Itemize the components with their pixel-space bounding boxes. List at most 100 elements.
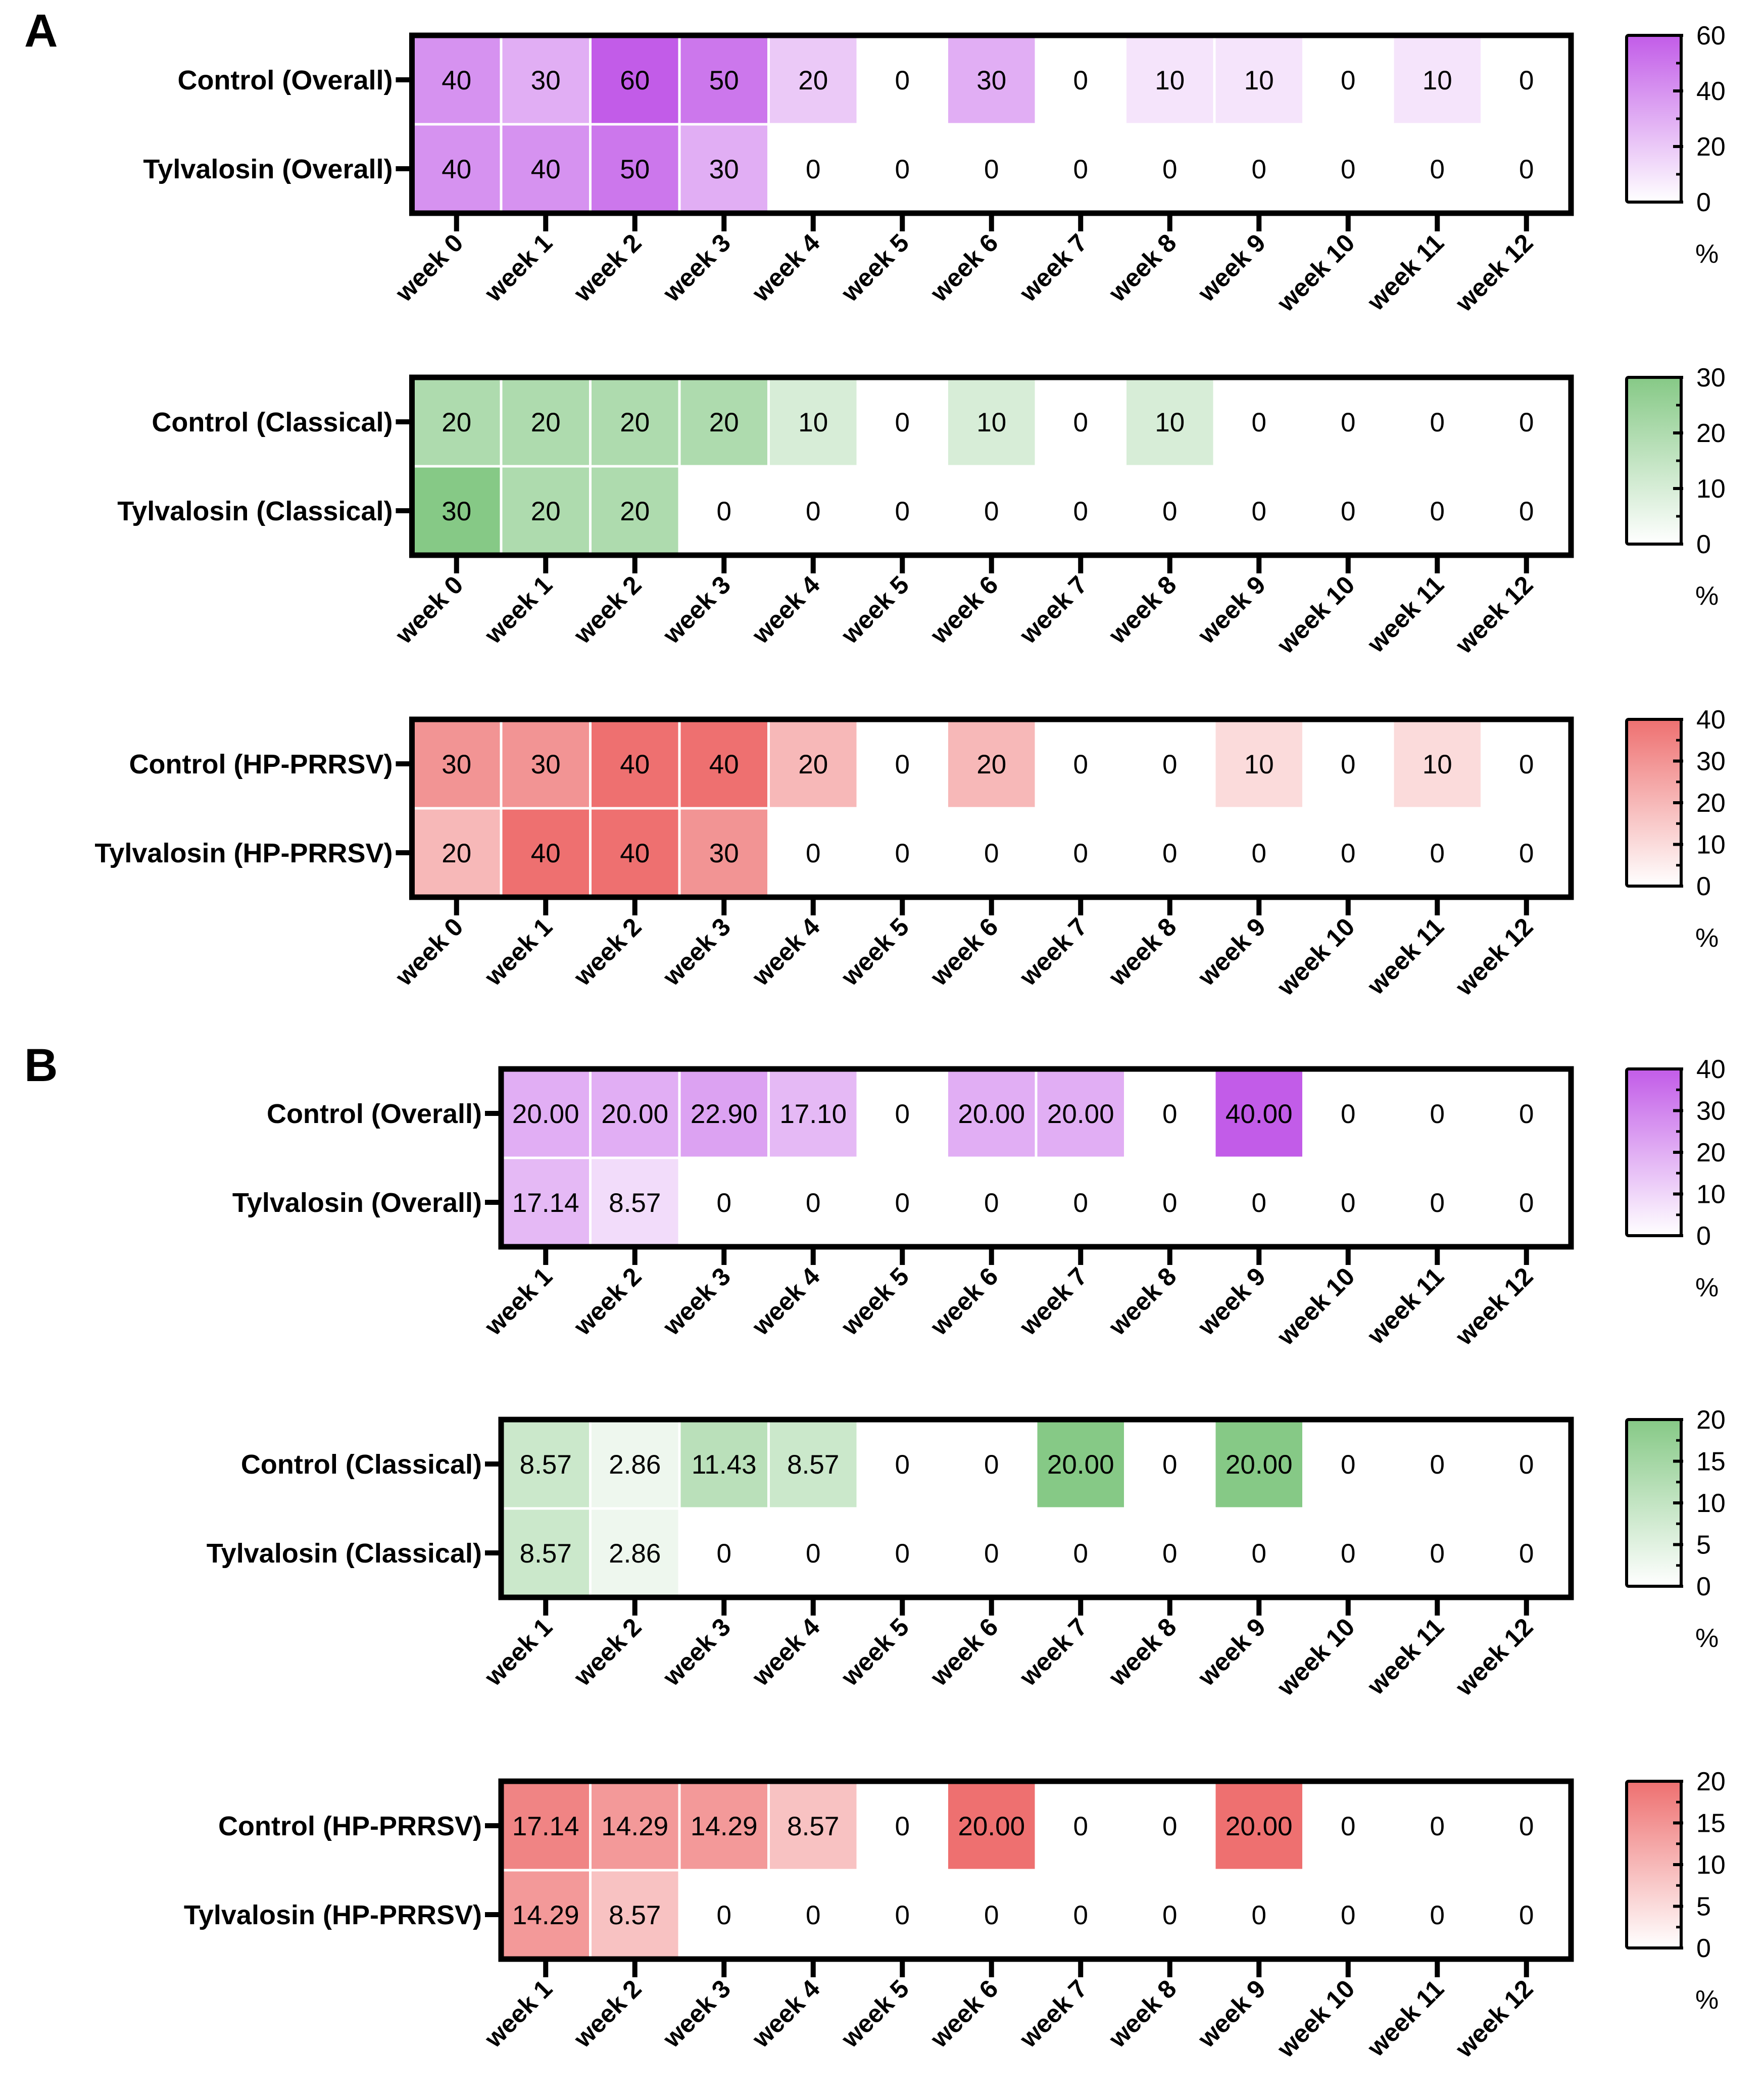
heatmap-cell bbox=[1215, 1782, 1302, 1869]
column-label: week 8 bbox=[1103, 228, 1182, 307]
colorbar-tick-label: 20 bbox=[1696, 132, 1726, 162]
cell-value-label: 0 bbox=[895, 155, 910, 184]
column-label: week 9 bbox=[1192, 570, 1271, 649]
column-label: week 8 bbox=[1103, 1613, 1182, 1691]
column-label: week 4 bbox=[746, 1974, 825, 2053]
cell-value-label: 50 bbox=[620, 155, 650, 184]
colorbar-tick-label: 10 bbox=[1696, 1850, 1726, 1880]
heatmap-cell bbox=[413, 720, 500, 807]
heatmap-cell bbox=[680, 125, 767, 212]
colorbar-unit-label: % bbox=[1695, 1624, 1719, 1653]
colorbar-tick-label: 20 bbox=[1696, 1138, 1726, 1167]
cell-value-label: 0 bbox=[1162, 1099, 1177, 1129]
row-label: Control (Overall) bbox=[177, 65, 393, 95]
column-label: week 2 bbox=[568, 1974, 647, 2053]
cell-value-label: 20 bbox=[798, 750, 828, 779]
cell-value-label: 0 bbox=[1519, 1812, 1534, 1841]
column-label: week 2 bbox=[568, 570, 647, 649]
cell-value-label: 0 bbox=[1341, 1539, 1355, 1569]
heatmap-cell bbox=[592, 1070, 678, 1157]
column-label: week 3 bbox=[657, 1974, 736, 2053]
cell-value-label: 0 bbox=[1073, 839, 1088, 868]
colorbar-tick-label: 30 bbox=[1696, 363, 1726, 393]
cell-value-label: 0 bbox=[895, 1812, 910, 1841]
column-label: week 7 bbox=[1014, 1262, 1093, 1341]
colorbar-tick-label: 20 bbox=[1696, 1405, 1726, 1435]
column-label: week 7 bbox=[1014, 1613, 1093, 1691]
cell-value-label: 40 bbox=[442, 155, 471, 184]
heatmap-cell bbox=[413, 36, 500, 123]
column-label: week 4 bbox=[746, 912, 825, 991]
cell-value-label: 30 bbox=[442, 497, 471, 526]
colorbar-tick-label: 0 bbox=[1696, 1934, 1711, 1963]
cell-value-label: 0 bbox=[1519, 839, 1534, 868]
cell-value-label: 0 bbox=[1162, 1900, 1177, 1930]
column-label: week 3 bbox=[657, 1613, 736, 1691]
cell-value-label: 0 bbox=[717, 497, 731, 526]
colorbar bbox=[1625, 34, 1683, 204]
cell-value-label: 20 bbox=[620, 408, 650, 437]
colorbar-unit-label: % bbox=[1695, 923, 1719, 953]
heatmap-cell bbox=[502, 1782, 589, 1869]
cell-value-label: 0 bbox=[1252, 839, 1266, 868]
column-label: week 12 bbox=[1450, 1262, 1539, 1351]
cell-value-label: 0 bbox=[1162, 839, 1177, 868]
heatmap-cell bbox=[592, 36, 678, 123]
column-label: week 1 bbox=[479, 1974, 558, 2053]
heatmap-cell bbox=[770, 1070, 857, 1157]
column-label: week 6 bbox=[924, 1262, 1003, 1341]
column-label: week 8 bbox=[1103, 1262, 1182, 1341]
cell-value-label: 0 bbox=[1162, 1188, 1177, 1218]
cell-value-label: 8.57 bbox=[520, 1539, 572, 1569]
colorbar-tick-label: 0 bbox=[1696, 1572, 1711, 1601]
colorbar-tick-label: 15 bbox=[1696, 1447, 1726, 1477]
heatmap-cell bbox=[502, 1509, 589, 1596]
column-label: week 8 bbox=[1103, 912, 1182, 991]
column-label: week 1 bbox=[479, 912, 558, 991]
column-label: week 11 bbox=[1361, 1974, 1449, 2062]
colorbar-tick-label: 20 bbox=[1696, 419, 1726, 448]
cell-value-label: 17.10 bbox=[779, 1099, 847, 1129]
cell-value-label: 0 bbox=[895, 1539, 910, 1569]
column-label: week 7 bbox=[1014, 1974, 1093, 2053]
colorbar bbox=[1625, 1067, 1683, 1237]
colorbar-unit-label: % bbox=[1695, 581, 1719, 611]
heatmap-cell bbox=[948, 1070, 1035, 1157]
colorbar-tick-label: 0 bbox=[1696, 188, 1711, 217]
heatmap-frame bbox=[498, 1417, 1574, 1600]
cell-value-label: 40 bbox=[620, 750, 650, 779]
colorbar-tick-label: 5 bbox=[1696, 1531, 1711, 1560]
heatmap-cell bbox=[680, 720, 767, 807]
colorbar-tick-label: 30 bbox=[1696, 1097, 1726, 1126]
row-label: Control (Classical) bbox=[152, 407, 393, 437]
heatmap-cell bbox=[770, 378, 857, 465]
cell-value-label: 20.00 bbox=[601, 1099, 668, 1129]
heatmap-frame bbox=[498, 1778, 1574, 1962]
cell-value-label: 0 bbox=[1162, 155, 1177, 184]
cell-value-label: 0 bbox=[1519, 155, 1534, 184]
column-label: week 0 bbox=[389, 570, 468, 649]
heatmap-cell bbox=[948, 1782, 1035, 1869]
column-label: week 2 bbox=[568, 1613, 647, 1691]
colorbar bbox=[1625, 1780, 1683, 1949]
cell-value-label: 0 bbox=[806, 497, 820, 526]
row-label: Tylvalosin (Overall) bbox=[143, 154, 393, 184]
cell-value-label: 10 bbox=[798, 408, 828, 437]
column-label: week 7 bbox=[1014, 570, 1093, 649]
heatmap-cell bbox=[1215, 1070, 1302, 1157]
heatmap-cell bbox=[502, 1871, 589, 1958]
column-label: week 6 bbox=[924, 1974, 1003, 2053]
column-label: week 3 bbox=[657, 228, 736, 307]
column-label: week 9 bbox=[1192, 1613, 1271, 1691]
cell-value-label: 0 bbox=[984, 1188, 999, 1218]
cell-value-label: 0 bbox=[806, 1188, 820, 1218]
row-label: Tylvalosin (Classical) bbox=[117, 496, 393, 526]
heatmap-cell bbox=[770, 720, 857, 807]
cell-value-label: 20 bbox=[620, 497, 650, 526]
column-label: week 9 bbox=[1192, 1974, 1271, 2053]
heatmap-cell bbox=[592, 720, 678, 807]
heatmap-cell bbox=[502, 809, 589, 896]
colorbar-unit-label: % bbox=[1695, 1273, 1719, 1302]
cell-value-label: 0 bbox=[1519, 1900, 1534, 1930]
column-label: week 1 bbox=[479, 1613, 558, 1691]
